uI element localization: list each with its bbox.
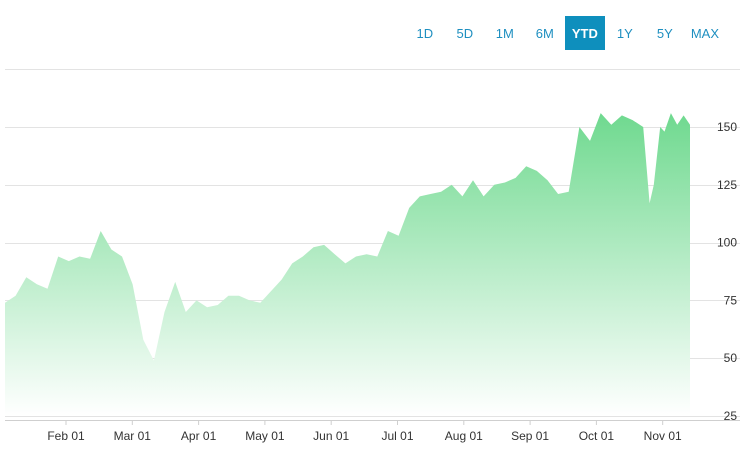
y-tick-label: 150: [717, 120, 737, 134]
range-button-1m[interactable]: 1M: [485, 16, 525, 50]
range-button-5d[interactable]: 5D: [445, 16, 485, 50]
range-button-max[interactable]: MAX: [685, 16, 725, 50]
x-axis: Feb 01 Mar 01 Apr 01 May 01 Jun 01 Jul 01 Aug …: [47, 420, 682, 443]
plot-area: [5, 113, 690, 416]
x-tick-label: Jun 01: [313, 429, 349, 443]
y-tick-label: 25: [724, 409, 738, 423]
range-button-ytd[interactable]: YTD: [564, 16, 605, 50]
x-tick-label: Apr 01: [181, 429, 217, 443]
y-tick-label: 75: [724, 293, 738, 307]
x-tick-label: Oct 01: [579, 429, 615, 443]
x-tick-label: Sep 01: [511, 429, 549, 443]
x-tick-label: Jul 01: [381, 429, 413, 443]
x-tick-label: Mar 01: [114, 429, 152, 443]
x-tick-label: May 01: [245, 429, 285, 443]
y-tick-label: 50: [724, 351, 738, 365]
y-tick-label: 125: [717, 178, 737, 192]
range-button-6m[interactable]: 6M: [525, 16, 565, 50]
price-area-series: [5, 113, 690, 416]
range-button-5y[interactable]: 5Y: [645, 16, 685, 50]
range-button-1y[interactable]: 1Y: [605, 16, 645, 50]
x-tick-label: Aug 01: [445, 429, 483, 443]
x-tick-label: Feb 01: [47, 429, 85, 443]
y-tick-label: 100: [717, 236, 737, 250]
x-tick-label: Nov 01: [644, 429, 682, 443]
range-button-1d[interactable]: 1D: [405, 16, 445, 50]
y-axis: 25 50 75 100 125 150: [717, 120, 737, 423]
range-selector: 1D 5D 1M 6M YTD 1Y 5Y MAX: [405, 16, 725, 50]
